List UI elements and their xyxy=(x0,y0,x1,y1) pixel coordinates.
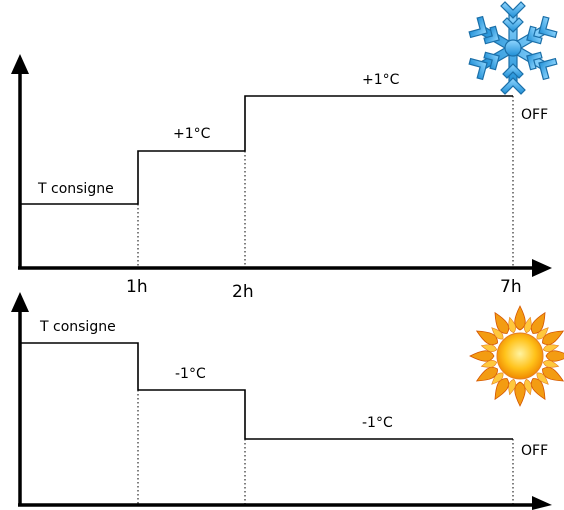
top-y-arrowhead xyxy=(11,54,29,74)
top-x-arrowhead xyxy=(532,259,552,277)
tick-7h: 7h xyxy=(500,277,522,297)
top-base-label: T consigne xyxy=(37,181,114,197)
sun-icon xyxy=(469,305,564,407)
snowflake-icon xyxy=(468,1,558,95)
top-setpoint-curve xyxy=(20,95,513,205)
bottom-off-label: OFF xyxy=(521,443,548,459)
tick-2h: 2h xyxy=(232,282,254,302)
bottom-base-label: T consigne xyxy=(39,319,116,335)
cooling-panel: T consigne -1°C -1°C OFF xyxy=(11,292,564,510)
tick-1h: 1h xyxy=(126,277,148,297)
bottom-x-arrowhead xyxy=(532,496,552,510)
bottom-step2-label: -1°C xyxy=(362,415,393,431)
bottom-setpoint-curve xyxy=(20,342,513,440)
top-off-label: OFF xyxy=(521,107,548,123)
top-step1-label: +1°C xyxy=(173,126,211,142)
bottom-step1-label: -1°C xyxy=(175,366,206,382)
top-step2-label: +1°C xyxy=(362,72,400,88)
heating-panel: T consigne +1°C +1°C OFF 1h 2h 7h xyxy=(11,1,558,302)
bottom-y-arrowhead xyxy=(11,292,29,312)
